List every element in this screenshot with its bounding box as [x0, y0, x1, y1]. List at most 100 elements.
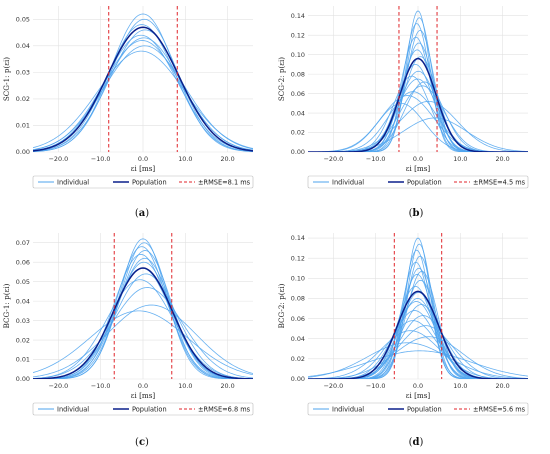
curves [33, 13, 253, 152]
y-axis-label: SCG-1: p(εi) [2, 57, 11, 101]
y-tick-label: 0.07 [16, 239, 30, 247]
chart-bcg-1: −20.0 −10.0 0.0 10.0 20.0 0.00 0.01 0.02 0.03 0.0… [2, 233, 254, 416]
legend-population-label: Population [132, 405, 167, 413]
curves [308, 237, 528, 379]
x-tick-label: 20.0 [220, 382, 234, 390]
y-tick-label: 0.03 [16, 69, 30, 77]
caption-a: (a) [134, 208, 150, 219]
individual-curve [308, 42, 528, 152]
x-tick-label: 0.0 [138, 382, 148, 390]
individual-curve [308, 49, 528, 152]
y-tick-label: 0.12 [291, 31, 305, 39]
chart-scg-2: −20.0 −10.0 0.0 10.0 20.0 0.00 0.02 0.04 0.06 0.0… [277, 6, 529, 189]
y-tick-label: 0.10 [291, 51, 305, 59]
individual-curve [33, 287, 253, 379]
y-axis-label: BCG-2: p(εi) [277, 283, 286, 328]
y-tick-label: 0.02 [16, 95, 30, 103]
y-tick-label: 0.02 [16, 336, 30, 344]
individual-curve [308, 237, 528, 379]
individual-curve [308, 350, 528, 377]
individual-curve [33, 24, 253, 152]
caption-c: (c) [135, 437, 149, 448]
caption-d-letter: d [412, 437, 420, 448]
x-tick-label: 10.0 [178, 382, 192, 390]
caption-a-letter: a [138, 208, 146, 219]
y-tick-label: 0.14 [291, 234, 305, 242]
panel-a: −20.0 −10.0 0.0 10.0 20.0 0.00 0.01 0.02 0.03 0.0… [0, 0, 275, 227]
individual-curve [33, 34, 253, 152]
y-tick-label: 0.01 [16, 122, 30, 130]
x-tick-label: 20.0 [220, 155, 234, 163]
x-tick-label: 0.0 [413, 155, 423, 163]
y-tick-label: 0.00 [16, 148, 30, 156]
caption-d: (d) [408, 437, 424, 448]
legend-box [307, 175, 529, 189]
y-tick-label: 0.02 [291, 355, 305, 363]
legend-rmse-label: ±RMSE=6.8 ms [198, 405, 251, 413]
x-tick-label: −10.0 [91, 382, 111, 390]
y-tick-label: 0.00 [16, 375, 30, 383]
x-tick-label: −10.0 [366, 155, 386, 163]
population-curve [308, 57, 528, 152]
individual-curve [308, 23, 528, 152]
y-tick-label: 0.00 [291, 148, 305, 156]
x-tick-label: −20.0 [49, 382, 69, 390]
y-axis-label: BCG-1: p(εi) [2, 283, 11, 328]
legend-box [307, 402, 529, 416]
y-tick-label: 0.10 [291, 275, 305, 283]
y-tick-label: 0.14 [291, 12, 305, 20]
x-tick-label: −20.0 [324, 382, 344, 390]
individual-curve [308, 249, 528, 379]
individual-curve [308, 243, 528, 379]
y-tick-label: 0.00 [291, 375, 305, 383]
x-tick-label: −10.0 [91, 155, 111, 163]
x-tick-label: 10.0 [178, 155, 192, 163]
caption-b-letter: b [412, 208, 420, 219]
individual-curve [308, 30, 528, 152]
y-tick-label: 0.06 [16, 258, 30, 266]
y-tick-label: 0.06 [291, 315, 305, 323]
y-tick-label: 0.08 [291, 70, 305, 78]
individual-curve [308, 342, 528, 379]
legend-population-label: Population [407, 178, 442, 186]
x-tick-label: 0.0 [413, 382, 423, 390]
legend-rmse-label: ±RMSE=8.1 ms [198, 178, 251, 186]
x-axis-label: εi [ms] [406, 164, 431, 173]
population-curve [33, 26, 253, 152]
chart-scg-1: −20.0 −10.0 0.0 10.0 20.0 0.00 0.01 0.02 0.03 0.0… [2, 6, 254, 189]
y-tick-label: 0.08 [291, 295, 305, 303]
x-tick-label: 10.0 [453, 382, 467, 390]
legend-rmse-label: ±RMSE=5.6 ms [473, 405, 526, 413]
individual-curve [33, 257, 253, 379]
individual-curve [33, 310, 253, 376]
individual-curve [308, 267, 528, 379]
legend-individual-label: Individual [57, 405, 89, 413]
y-tick-label: 0.02 [291, 129, 305, 137]
y-tick-label: 0.03 [16, 317, 30, 325]
x-tick-label: −20.0 [49, 155, 69, 163]
individual-curve [33, 250, 253, 379]
panel-b: −20.0 −10.0 0.0 10.0 20.0 0.00 0.02 0.04 0.06 0.0… [275, 0, 550, 227]
individual-curve [308, 36, 528, 152]
individual-curve [33, 18, 253, 152]
population-curve [33, 267, 253, 379]
individual-curve [308, 336, 528, 379]
x-tick-label: 20.0 [495, 382, 509, 390]
panel-d: −20.0 −10.0 0.0 10.0 20.0 0.00 0.02 0.04 0.06 0.0… [275, 227, 550, 454]
legend-individual-label: Individual [332, 405, 364, 413]
individual-curve [33, 50, 253, 149]
legend-population-label: Population [132, 178, 167, 186]
legend-individual-label: Individual [332, 178, 364, 186]
caption-b: (b) [408, 208, 424, 219]
individual-curve [308, 261, 528, 379]
legend-rmse-label: ±RMSE=4.5 ms [473, 178, 526, 186]
legend-box [32, 402, 254, 416]
individual-curve [33, 304, 253, 378]
y-tick-label: 0.05 [16, 278, 30, 286]
x-tick-label: 20.0 [495, 155, 509, 163]
y-tick-label: 0.12 [291, 254, 305, 262]
y-tick-label: 0.04 [16, 42, 30, 50]
x-tick-label: −10.0 [366, 382, 386, 390]
individual-curve [308, 10, 528, 152]
x-tick-label: −20.0 [324, 155, 344, 163]
